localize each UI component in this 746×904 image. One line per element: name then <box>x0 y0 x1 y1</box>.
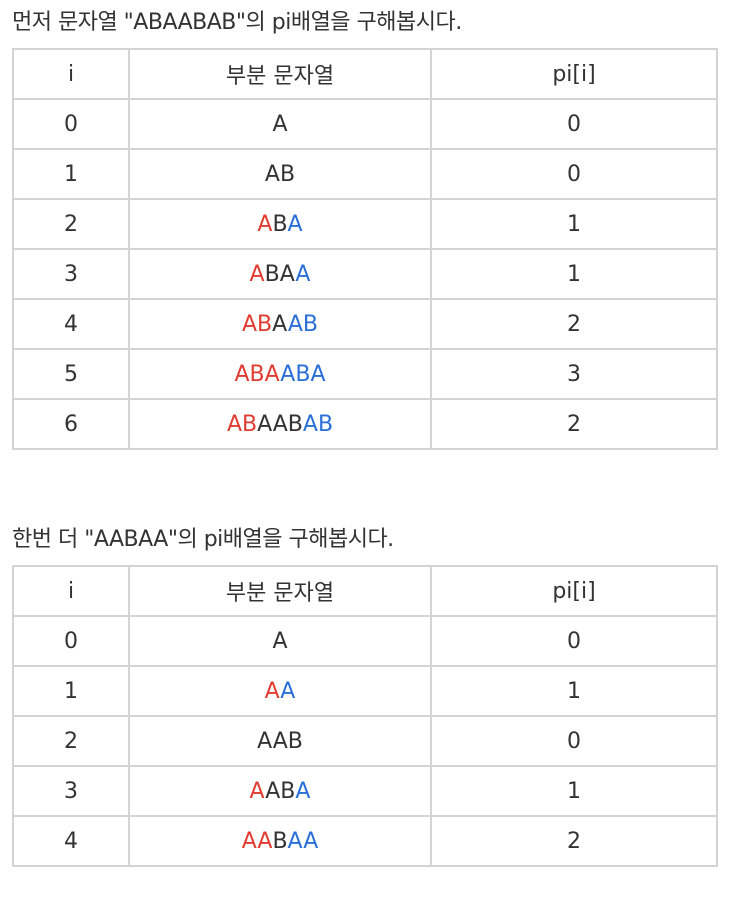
cell-substring: ABAAB <box>128 298 432 350</box>
heading-aabaa: 한번 더 "AABAA"의 pi배열을 구해봅시다. <box>12 527 394 552</box>
substring-segment-blue: A <box>280 678 296 704</box>
cell-i: 6 <box>12 398 130 450</box>
cell-substring: A <box>128 615 432 667</box>
cell-i: 1 <box>12 148 130 200</box>
substring-segment-blue: A <box>295 778 311 804</box>
substring-segment-red: AB <box>242 311 273 337</box>
substring-segment-blue: AB <box>302 411 334 437</box>
substring-segment-blue: A <box>287 211 303 237</box>
substring-segment-plain: AB <box>265 778 296 804</box>
cell-substring: ABA <box>128 198 432 250</box>
substring-segment-plain: BA <box>264 261 296 287</box>
cell-i: 0 <box>12 615 130 667</box>
header-pi: pi[i] <box>430 565 718 617</box>
cell-pi: 0 <box>430 98 718 150</box>
table-row: 6 ABAABAB 2 <box>12 398 718 450</box>
header-i: i <box>12 48 130 100</box>
table-row: 3 AABA 1 <box>12 765 718 817</box>
substring-segment-blue: AB <box>287 311 318 337</box>
substring-segment-plain: B <box>272 211 288 237</box>
pi-table-aabaa: i 부분 문자열 pi[i] 0 A 0 1 AA 1 2 AAB 0 3 AABA 1 4 AABAA 2 <box>12 565 718 867</box>
cell-pi: 0 <box>430 148 718 200</box>
cell-i: 2 <box>12 715 130 767</box>
cell-pi: 3 <box>430 348 718 400</box>
header-pi: pi[i] <box>430 48 718 100</box>
cell-i: 2 <box>12 198 130 250</box>
table-row: 1 AA 1 <box>12 665 718 717</box>
cell-substring: ABAABAB <box>128 398 432 450</box>
cell-i: 1 <box>12 665 130 717</box>
cell-pi: 1 <box>430 248 718 300</box>
substring-segment-plain: A <box>272 111 288 137</box>
cell-substring: AA <box>128 665 432 717</box>
substring-segment-plain: A <box>272 628 288 654</box>
cell-i: 5 <box>12 348 130 400</box>
cell-pi: 2 <box>430 815 718 867</box>
cell-substring: AABAA <box>128 815 432 867</box>
substring-segment-blue: ABA <box>280 361 326 387</box>
cell-substring: AABA <box>128 765 432 817</box>
substring-segment-red: AA <box>241 828 273 854</box>
table-row: 4 AABAA 2 <box>12 815 718 867</box>
cell-pi: 2 <box>430 298 718 350</box>
cell-substring: ABAA <box>128 248 432 300</box>
pi-table-abaabab: i 부분 문자열 pi[i] 0 A 0 1 AB 0 2 ABA 1 3 ABAA 1 4 ABAAB 2… <box>12 48 718 450</box>
table-row: 5 ABAABA 3 <box>12 348 718 400</box>
cell-substring: AAB <box>128 715 432 767</box>
table-header-row: i 부분 문자열 pi[i] <box>12 48 718 100</box>
table-row: 0 A 0 <box>12 98 718 150</box>
cell-pi: 2 <box>430 398 718 450</box>
cell-pi: 0 <box>430 615 718 667</box>
cell-pi: 1 <box>430 198 718 250</box>
substring-segment-plain: B <box>272 828 288 854</box>
header-substring: 부분 문자열 <box>128 565 432 617</box>
cell-i: 3 <box>12 765 130 817</box>
table-row: 0 A 0 <box>12 615 718 667</box>
table-row: 3 ABAA 1 <box>12 248 718 300</box>
table-row: 1 AB 0 <box>12 148 718 200</box>
heading-abaabab: 먼저 문자열 "ABAABAB"의 pi배열을 구해봅시다. <box>12 10 462 35</box>
cell-substring: A <box>128 98 432 150</box>
table-header-row: i 부분 문자열 pi[i] <box>12 565 718 617</box>
substring-segment-red: A <box>257 211 273 237</box>
substring-segment-red: A <box>264 678 281 704</box>
table-row: 4 ABAAB 2 <box>12 298 718 350</box>
substring-segment-blue: AA <box>287 828 319 854</box>
substring-segment-blue: A <box>295 261 311 287</box>
table-row: 2 AAB 0 <box>12 715 718 767</box>
substring-segment-red: AB <box>226 411 258 437</box>
cell-i: 3 <box>12 248 130 300</box>
substring-segment-plain: AAB <box>257 728 303 754</box>
header-i: i <box>12 565 130 617</box>
cell-pi: 0 <box>430 715 718 767</box>
cell-i: 4 <box>12 815 130 867</box>
cell-substring: ABAABA <box>128 348 432 400</box>
cell-pi: 1 <box>430 765 718 817</box>
substring-segment-red: A <box>249 778 266 804</box>
substring-segment-red: ABA <box>234 361 281 387</box>
cell-i: 4 <box>12 298 130 350</box>
substring-segment-plain: A <box>272 311 288 337</box>
table-row: 2 ABA 1 <box>12 198 718 250</box>
cell-pi: 1 <box>430 665 718 717</box>
cell-i: 0 <box>12 98 130 150</box>
substring-segment-red: A <box>249 261 265 287</box>
cell-substring: AB <box>128 148 432 200</box>
header-substring: 부분 문자열 <box>128 48 432 100</box>
substring-segment-plain: AAB <box>257 411 303 437</box>
substring-segment-plain: AB <box>264 161 296 187</box>
